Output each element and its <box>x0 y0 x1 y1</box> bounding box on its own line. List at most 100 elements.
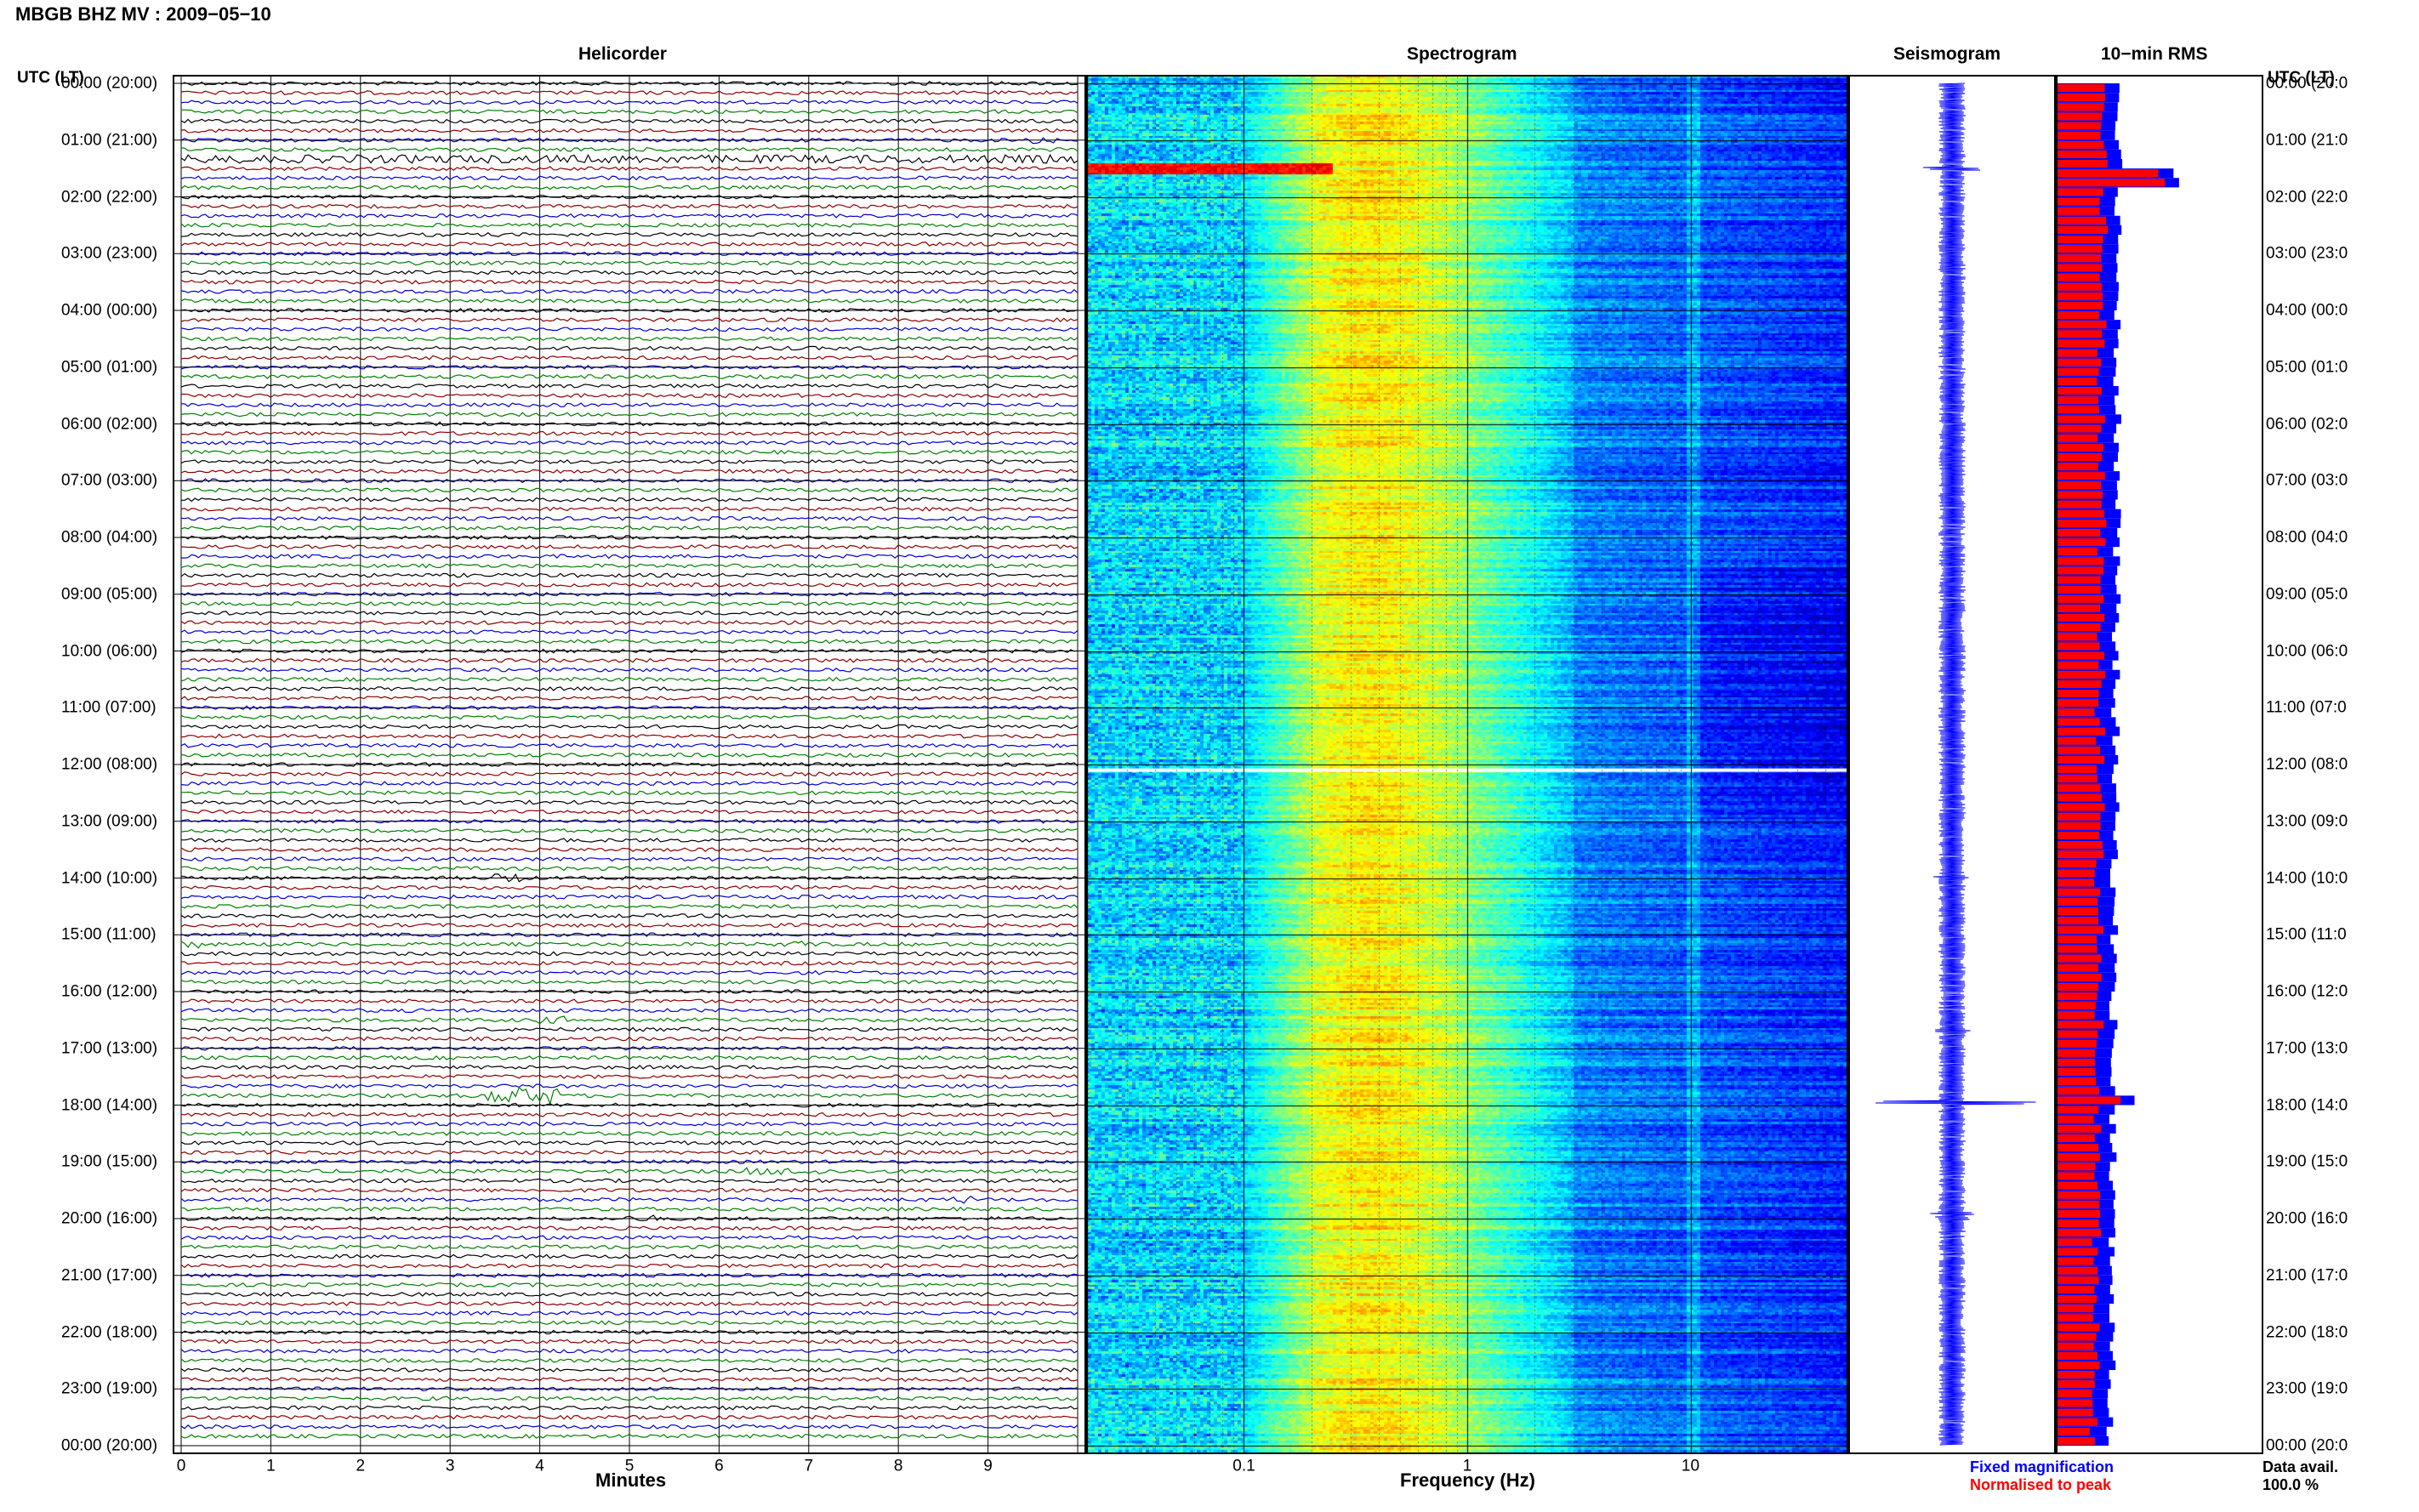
helicorder-trace <box>180 327 1079 333</box>
time-label-right: 13:00 (09:0 <box>2266 812 2348 831</box>
rms-bar-normalised <box>2058 1039 2097 1048</box>
rms-bar-normalised <box>2058 500 2102 509</box>
time-label-right: 16:00 (12:0 <box>2266 982 2348 1001</box>
legend-normalised-to-peak: Normalised to peak <box>1970 1476 2112 1493</box>
rms-bar-normalised <box>2058 528 2101 537</box>
rms-bar-normalised <box>2058 841 2103 850</box>
helicorder-trace <box>180 1244 1079 1250</box>
helicorder-trace <box>180 838 1079 843</box>
rms-bar-normalised <box>2058 1248 2098 1256</box>
time-label-right: 18:00 (14:0 <box>2266 1096 2348 1114</box>
rms-bar-normalised <box>2058 557 2104 566</box>
rms-bar-normalised <box>2058 1191 2101 1199</box>
time-label-left: 00:00 (20:00) <box>61 74 158 93</box>
helicorder-plot <box>174 77 1084 1452</box>
time-label-left: 13:00 (09:00) <box>61 812 158 831</box>
helicorder-trace <box>180 1083 1079 1089</box>
rms-bar-normalised <box>2058 679 2102 688</box>
helicorder-trace <box>180 1282 1079 1287</box>
time-label-left: 18:00 (14:00) <box>61 1096 158 1114</box>
helicorder-trace <box>180 969 1079 975</box>
helicorder-tick-label: 2 <box>356 1457 366 1475</box>
rms-bar-normalised <box>2058 434 2098 442</box>
time-label-left: 07:00 (03:00) <box>61 471 158 490</box>
time-label-right: 11:00 (07:0 <box>2266 698 2347 717</box>
time-label-left: 05:00 (01:00) <box>61 358 158 377</box>
helicorder-trace <box>180 657 1079 663</box>
rms-bar-normalised <box>2058 1390 2092 1398</box>
rms-bar-normalised <box>2058 1276 2099 1284</box>
rms-bar-normalised <box>2058 301 2103 310</box>
seismogram-title: Seismogram <box>1893 44 2001 64</box>
page-title: MBGB BHZ MV : 2009−05−10 <box>15 3 271 25</box>
helicorder-trace <box>180 242 1079 247</box>
helicorder-trace <box>181 497 1079 503</box>
time-label-right: 22:00 (18:0 <box>2266 1323 2348 1341</box>
helicorder-trace <box>180 364 1079 370</box>
helicorder-trace <box>180 270 1079 276</box>
rms-bar-normalised <box>2058 614 2105 622</box>
rms-bar-normalised <box>2058 519 2107 527</box>
rms-panel <box>2056 75 2263 1454</box>
rms-bar-normalised <box>2058 1106 2099 1114</box>
time-label-left: 20:00 (16:00) <box>61 1209 158 1228</box>
spectrogram-panel <box>1086 75 1848 1454</box>
rms-bar-normalised <box>2058 1314 2093 1322</box>
helicorder-trace <box>180 1054 1079 1060</box>
rms-bar-normalised <box>2058 1172 2095 1180</box>
rms-bar-normalised <box>2058 509 2104 518</box>
rms-bar-normalised <box>2058 282 2103 291</box>
helicorder-trace <box>180 781 1079 787</box>
rms-bar-normalised <box>2058 254 2102 263</box>
rms-bar-normalised <box>2058 1058 2096 1066</box>
helicorder-trace <box>180 866 1079 872</box>
rms-bar-normalised <box>2058 396 2098 405</box>
helicorder-tick-label: 8 <box>893 1457 903 1475</box>
time-label-right: 20:00 (16:0 <box>2266 1209 2348 1228</box>
rms-bar-normalised <box>2058 1333 2097 1341</box>
time-label-right: 23:00 (19:0 <box>2266 1379 2348 1398</box>
helicorder-trace <box>181 790 1079 796</box>
rms-bar-normalised <box>2058 160 2108 168</box>
rms-bar-normalised <box>2058 245 2103 253</box>
rms-bar-normalised <box>2058 377 2097 385</box>
rms-bar-normalised <box>2058 1162 2096 1171</box>
helicorder-xlabel: Minutes <box>595 1469 667 1491</box>
rms-bar-normalised <box>2058 765 2097 774</box>
helicorder-trace <box>180 705 1079 711</box>
rms-bar-normalised <box>2058 992 2097 1001</box>
time-label-right: 19:00 (15:0 <box>2266 1152 2348 1171</box>
rms-bar-normalised <box>2058 623 2101 632</box>
rms-bar-normalised <box>2058 225 2109 234</box>
rms-bar-normalised <box>2058 821 2101 830</box>
helicorder-trace <box>180 317 1079 323</box>
rms-bar-normalised <box>2058 1002 2096 1010</box>
rms-bar-normalised <box>2058 963 2098 972</box>
rms-bar-normalised <box>2058 907 2098 915</box>
rms-bar-normalised <box>2058 1181 2098 1190</box>
spectrogram-xlabel: Frequency (Hz) <box>1400 1469 1535 1491</box>
helicorder-trace <box>180 515 1079 521</box>
seismogram-panel <box>1848 75 2056 1454</box>
helicorder-trace <box>180 185 1079 190</box>
rms-bar-normalised <box>2058 1418 2097 1426</box>
helicorder-trace <box>180 544 1079 550</box>
helicorder-trace <box>180 355 1079 361</box>
helicorder-trace <box>180 279 1079 285</box>
rms-bar-normalised <box>2058 330 2103 338</box>
spectrogram-tick-label: 10 <box>1681 1457 1700 1475</box>
helicorder-trace <box>180 827 1079 833</box>
helicorder-trace <box>180 99 1079 105</box>
rms-bar-normalised <box>2058 1077 2097 1086</box>
helicorder-trace <box>180 1036 1079 1042</box>
rms-bar-normalised <box>2058 548 2097 556</box>
rms-bar-normalised <box>2058 1399 2093 1407</box>
rms-bar-normalised <box>2058 491 2103 499</box>
time-label-right: 01:00 (21:0 <box>2266 131 2348 150</box>
time-label-right: 04:00 (00:0 <box>2266 301 2348 320</box>
rms-bar-normalised <box>2058 708 2095 717</box>
rms-bar-normalised <box>2058 1427 2090 1435</box>
rms-bar-normalised <box>2058 775 2097 783</box>
rms-bar-normalised <box>2058 869 2095 878</box>
helicorder-trace <box>180 175 1079 181</box>
